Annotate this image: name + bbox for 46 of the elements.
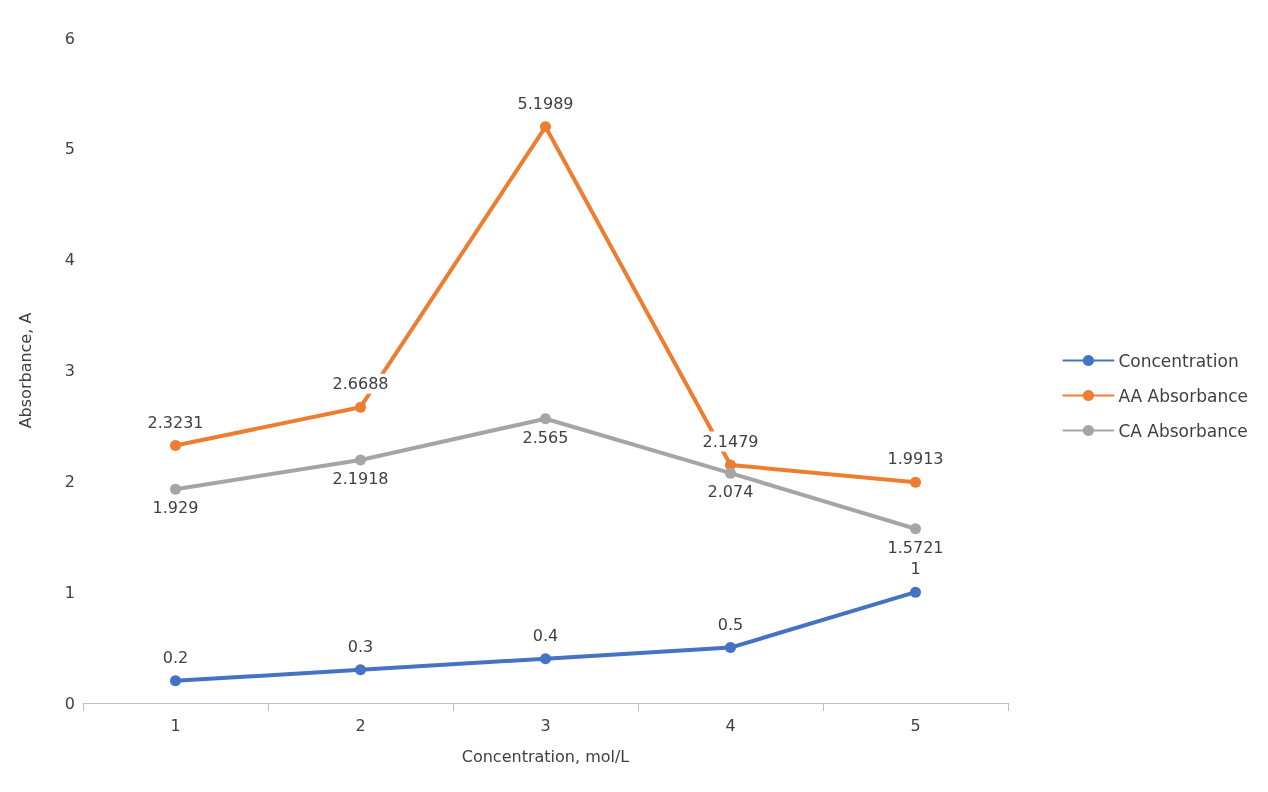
point bbox=[910, 586, 921, 598]
point bbox=[170, 483, 181, 495]
y-tick-label: 2 bbox=[64, 471, 75, 491]
point bbox=[540, 413, 551, 425]
data-label: 1 bbox=[910, 559, 921, 579]
y-tick-label: 3 bbox=[64, 361, 75, 380]
data-label: 2.074 bbox=[707, 482, 754, 502]
data-label: 2.1479 bbox=[702, 431, 759, 451]
x-axis-title: Concentration, mol/L bbox=[461, 746, 630, 766]
point bbox=[355, 664, 366, 676]
x-tick-label: 1 bbox=[170, 715, 181, 735]
data-label: 0.4 bbox=[532, 625, 559, 645]
data-label: 0.3 bbox=[347, 636, 374, 656]
point bbox=[170, 675, 181, 687]
y-tick-label: 0 bbox=[64, 693, 75, 713]
y-tick-label: 4 bbox=[64, 250, 75, 270]
point bbox=[540, 653, 551, 665]
point bbox=[725, 642, 736, 654]
data-label: 2.6688 bbox=[332, 374, 389, 394]
data-label: 1.5721 bbox=[887, 537, 944, 557]
y-tick-label: 6 bbox=[64, 28, 75, 48]
y-tick-label: 5 bbox=[64, 139, 75, 159]
point bbox=[355, 401, 366, 413]
data-label: 5.1989 bbox=[517, 93, 574, 113]
x-tick-label: 2 bbox=[355, 715, 366, 735]
data-label: 2.3231 bbox=[147, 412, 204, 432]
point bbox=[355, 454, 366, 466]
legend-label: CA Absorbance bbox=[1118, 420, 1248, 441]
point bbox=[540, 121, 551, 133]
point bbox=[910, 476, 921, 488]
data-label: 1.9913 bbox=[887, 449, 944, 469]
y-axis-title: Absorbance, A bbox=[15, 312, 35, 429]
data-label: 2.1918 bbox=[332, 469, 389, 489]
data-label: 0.5 bbox=[717, 614, 744, 634]
legend-label: AA Absorbance bbox=[1118, 385, 1248, 406]
x-tick-label: 5 bbox=[910, 715, 921, 735]
data-label: 0.2 bbox=[162, 647, 189, 667]
data-label: 2.565 bbox=[522, 427, 569, 447]
point bbox=[910, 523, 921, 535]
point bbox=[170, 440, 181, 452]
point bbox=[725, 467, 736, 479]
x-tick-label: 3 bbox=[540, 715, 551, 735]
legend-label: Concentration bbox=[1118, 350, 1239, 371]
y-tick-label: 1 bbox=[64, 582, 75, 602]
data-label: 1.929 bbox=[152, 498, 199, 518]
x-tick-label: 4 bbox=[725, 715, 736, 735]
